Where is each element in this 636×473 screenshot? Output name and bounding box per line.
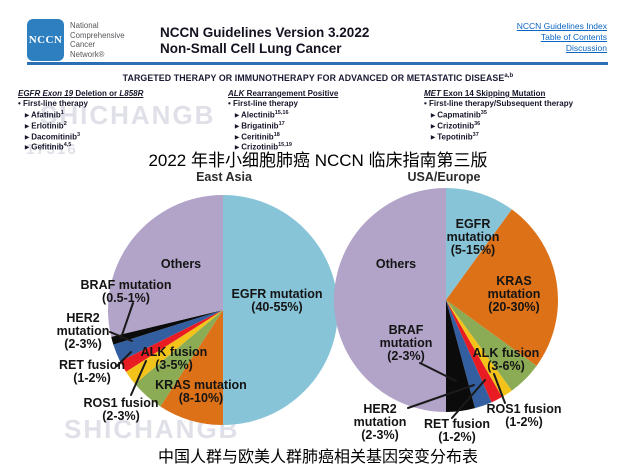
pie-slice-ret-fusion	[120, 310, 223, 372]
pie-label-alk-fusion: ALK fusion (3-6%)	[473, 346, 540, 373]
pie-east-asia: EGFR mutation (40-55%) KRAS mutation (8-10%…	[57, 195, 338, 425]
pie-label-others: Others	[161, 257, 201, 271]
pie-label-her2-mutation: HER2 mutation (2-3%)	[57, 311, 110, 351]
leader-line-braf-mutation	[120, 302, 134, 339]
pie-label-alk-fusion: ALK fusion (3-5%)	[141, 345, 208, 372]
leader-line-ros1-fusion	[493, 373, 506, 404]
pie-label-her2-mutation: HER2 mutation (2-3%)	[354, 402, 407, 442]
pie-label-braf-mutation: BRAF mutation (2-3%)	[380, 323, 433, 363]
pie-label-ros1-fusion: ROS1 fusion (2-3%)	[83, 396, 158, 423]
pie-slice-egfr-mutation	[223, 195, 338, 425]
pie-slice-kras-mutation	[446, 209, 558, 366]
pie-slice-her2-mutation	[113, 310, 223, 362]
pie-label-kras-mutation: KRAS mutation (8-10%)	[155, 378, 247, 405]
pie-slice-egfr-mutation	[446, 188, 512, 300]
pie-slice-ros1-fusion	[126, 310, 223, 384]
leader-line-her2-mutation	[407, 384, 475, 409]
pie-label-egfr-mutation: EGFR mutation (40-55%)	[232, 287, 323, 314]
pie-slice-kras-mutation	[160, 310, 223, 425]
leader-line-ret-fusion	[451, 379, 486, 419]
pie-label-others: Others	[376, 257, 416, 271]
pie-slice-others	[108, 195, 223, 337]
pie-slice-alk-fusion	[134, 310, 223, 407]
link-discussion[interactable]: Discussion	[565, 43, 607, 53]
pie-usa-europe: EGFR mutation (5-15%) KRAS mutation (20-30%) A…	[334, 188, 562, 444]
pie-label-braf-mutation: BRAF mutation (0.5-1%)	[81, 278, 172, 305]
leader-line-braf-mutation	[419, 362, 457, 382]
pie-slice-braf-mutation	[111, 310, 223, 345]
watermark-text: SHICHANGB	[40, 100, 216, 130]
pie-label-egfr-mutation: EGFR mutation (5-15%)	[447, 217, 500, 257]
pie-slice-ros1-fusion	[446, 300, 512, 397]
pie-slice-alk-fusion	[446, 300, 537, 391]
link-table-of-contents[interactable]: Table of Contents	[540, 32, 607, 42]
pie-label-ret-fusion: RET fusion (1-2%)	[424, 417, 490, 444]
pie-label-ret-fusion: RET fusion (1-2%)	[59, 358, 125, 385]
watermark-text: 17316	[26, 141, 78, 158]
pie-label-kras-mutation: KRAS mutation (20-30%)	[488, 274, 541, 314]
pie-slice-others	[334, 188, 446, 412]
pie-slice-her2-mutation	[446, 300, 492, 409]
header-links: NCCN Guidelines Index Table of Contents …	[517, 21, 607, 54]
leader-line-ret-fusion	[116, 351, 132, 367]
pie-slice-ret-fusion	[446, 300, 502, 403]
pie-slice-braf-mutation	[446, 300, 475, 412]
link-nccn-guidelines-index[interactable]: NCCN Guidelines Index	[516, 21, 607, 31]
pie-label-ros1-fusion: ROS1 fusion (1-2%)	[486, 402, 561, 429]
leader-line-ros1-fusion	[130, 360, 147, 396]
